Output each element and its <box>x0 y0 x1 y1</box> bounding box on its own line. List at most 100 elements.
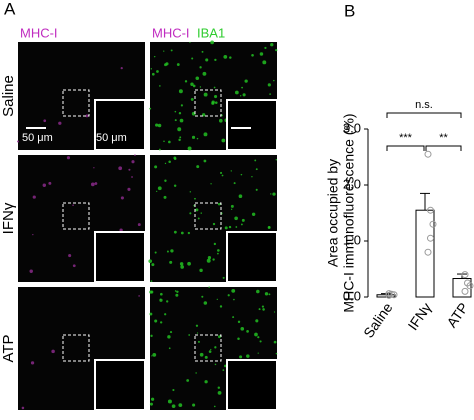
cell-signal <box>174 290 177 292</box>
cell-signal <box>214 346 217 349</box>
row-label: ATP <box>0 334 17 362</box>
cell-signal <box>32 195 36 199</box>
cell-signal <box>197 217 200 220</box>
cell-signal <box>190 97 194 101</box>
cell-signal <box>262 60 267 65</box>
cell-signal <box>199 66 202 69</box>
cell-signal <box>196 137 199 140</box>
y-tick-label: 1.0 <box>343 232 361 247</box>
inset <box>94 231 146 283</box>
cell-signal <box>275 48 278 52</box>
cell-signal <box>213 94 218 99</box>
cell-signal <box>210 183 212 185</box>
cell-signal <box>240 327 245 331</box>
cell-signal <box>154 251 157 254</box>
cell-signal <box>150 334 153 338</box>
cell-signal <box>176 290 179 294</box>
significance-bracket <box>386 145 425 151</box>
cell-signal <box>270 43 274 47</box>
cell-signal <box>156 70 159 73</box>
panel-label: A <box>4 0 16 18</box>
cell-signal <box>51 349 55 354</box>
cell-signal <box>255 168 258 171</box>
cell-signal <box>222 276 225 279</box>
cell-signal <box>239 355 243 359</box>
cell-signal <box>264 46 267 50</box>
roi-box <box>62 334 90 362</box>
cell-signal <box>212 258 215 261</box>
y-axis-label: Area occupied by <box>325 159 341 267</box>
cell-signal <box>219 305 223 308</box>
cell-signal <box>251 176 253 178</box>
cell-signal <box>217 390 222 395</box>
cell-signal <box>155 123 159 127</box>
inset <box>226 359 278 411</box>
cell-signal <box>173 156 177 160</box>
cell-signal <box>224 226 228 230</box>
inset <box>226 231 278 283</box>
cell-signal <box>237 337 240 341</box>
cell-signal <box>190 82 194 86</box>
column-header: MHC-I <box>20 25 58 40</box>
cell-signal <box>173 230 177 234</box>
cell-signal <box>170 49 173 52</box>
cell-signal <box>203 159 207 163</box>
cell-signal <box>256 289 260 294</box>
cell-signal <box>238 194 243 198</box>
cell-signal <box>160 292 163 296</box>
cell-signal <box>154 165 158 169</box>
cell-signal <box>205 58 209 62</box>
cell-signal <box>261 305 265 308</box>
cell-signal <box>134 154 136 156</box>
cell-signal <box>240 95 242 97</box>
cell-signal <box>137 223 141 226</box>
cell-signal <box>214 363 217 366</box>
cell-signal <box>270 193 272 195</box>
cell-signal <box>275 352 278 355</box>
cell-signal <box>66 156 71 160</box>
x-tick-label: ATP <box>443 300 471 331</box>
cell-signal <box>216 298 218 301</box>
cell-signal <box>219 171 223 175</box>
cell-signal <box>255 188 258 191</box>
inset <box>226 99 278 151</box>
cell-signal <box>151 72 155 76</box>
cell-signal <box>251 53 254 57</box>
cell-signal <box>127 187 131 191</box>
cell-signal <box>259 52 264 56</box>
cell-signal <box>217 252 219 255</box>
cell-signal <box>246 354 250 358</box>
data-point <box>427 234 434 242</box>
cell-signal <box>240 173 243 176</box>
cell-signal <box>174 119 177 122</box>
cell-signal <box>21 406 25 410</box>
cell-signal <box>195 76 200 80</box>
cell-signal <box>224 364 227 368</box>
data-point <box>429 220 437 228</box>
cell-signal <box>118 166 123 171</box>
cell-signal <box>192 84 196 88</box>
cell-signal <box>204 355 208 359</box>
cell-signal <box>72 264 76 268</box>
cell-signal <box>48 181 52 185</box>
data-point <box>466 282 474 290</box>
cell-signal <box>180 265 184 269</box>
cell-signal <box>179 136 182 139</box>
cell-signal <box>172 388 175 392</box>
cell-signal <box>251 212 256 217</box>
cell-signal <box>42 183 47 187</box>
cell-signal <box>159 85 161 87</box>
cell-signal <box>267 83 271 87</box>
roi-box <box>194 334 222 362</box>
cell-signal <box>188 334 191 336</box>
cell-signal <box>213 405 216 408</box>
cell-signal <box>210 348 212 351</box>
cell-signal <box>154 319 158 323</box>
panel-label: B <box>344 1 355 20</box>
cell-signal <box>254 159 257 162</box>
data-point <box>424 150 432 158</box>
cell-signal <box>213 86 216 89</box>
cell-signal <box>211 101 215 105</box>
cell-signal <box>199 268 203 273</box>
cell-signal <box>189 191 192 193</box>
